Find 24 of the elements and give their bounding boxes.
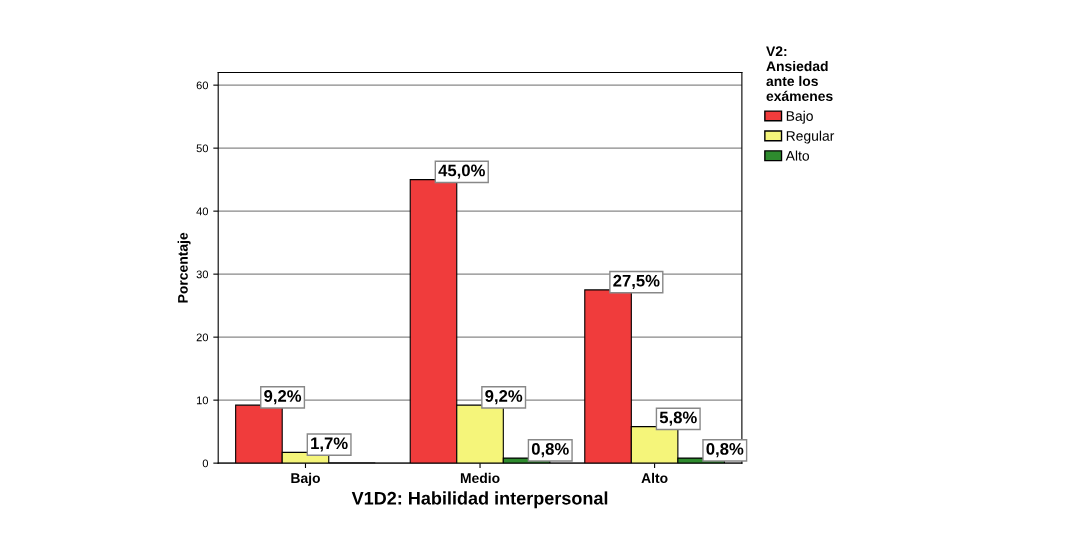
data-label: 0,8% [706, 443, 744, 458]
data-label: 27,5% [613, 274, 660, 290]
x-tick-label: Bajo [291, 472, 320, 486]
y-tick-label: 30 [196, 270, 209, 279]
x-tick-label: Alto [641, 472, 668, 484]
data-label: 5,8% [659, 411, 697, 426]
y-tick-label: 60 [196, 81, 209, 90]
data-label: 9,2% [485, 390, 523, 405]
legend-label: Bajo [786, 110, 813, 124]
y-tick-label: 50 [196, 144, 209, 153]
x-axis-title: V1D2: Habilidad interpersonal [351, 491, 608, 509]
data-label: 9,2% [264, 390, 302, 405]
data-label: 45,0% [438, 164, 485, 179]
data-label: 1,7% [311, 437, 348, 452]
legend-label: Alto [785, 150, 810, 161]
legend-title: V2: Ansiedad ante los exámenes [766, 46, 833, 102]
y-tick-label: 0 [202, 459, 209, 468]
y-tick-label: 20 [196, 333, 209, 342]
data-label: 0,8% [531, 443, 569, 458]
y-axis-title: Porcentaje [177, 232, 191, 303]
y-tick-label: 10 [196, 396, 209, 405]
x-tick-label: Medio [460, 472, 500, 484]
y-tick-label: 40 [196, 207, 209, 216]
legend-label: Regular [786, 130, 835, 144]
